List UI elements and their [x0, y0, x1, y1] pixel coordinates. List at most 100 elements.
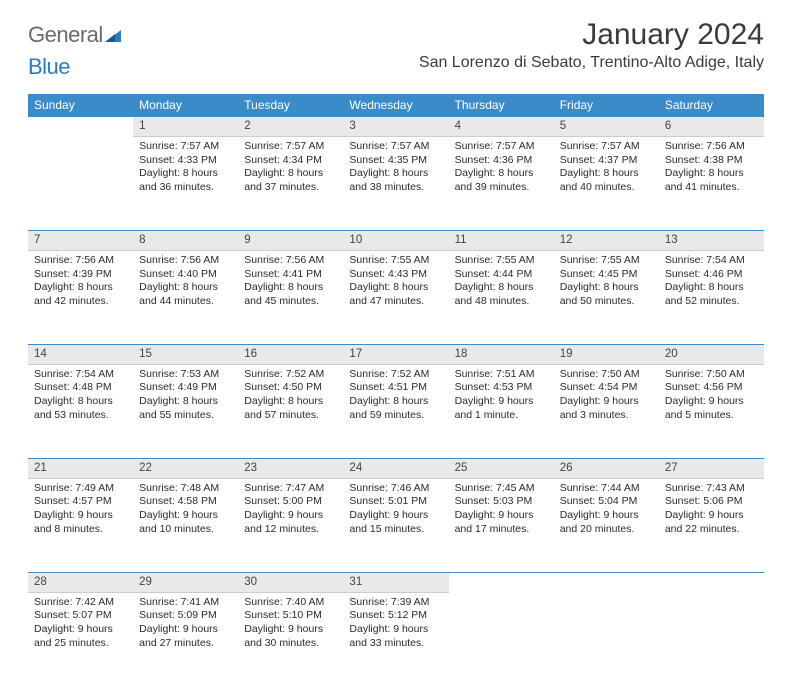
daylight-text: Daylight: 8 hours [455, 167, 548, 181]
day-cell: Sunrise: 7:56 AMSunset: 4:38 PMDaylight:… [659, 136, 764, 230]
sunset-text: Sunset: 4:53 PM [455, 381, 548, 395]
day-cell [554, 592, 659, 686]
sunrise-text: Sunrise: 7:57 AM [560, 140, 653, 154]
day-number: 5 [560, 120, 566, 132]
sunset-text: Sunset: 4:34 PM [244, 154, 337, 168]
daylight-text: Daylight: 9 hours [665, 509, 758, 523]
daylight-text: and 10 minutes. [139, 523, 232, 537]
day-cell: Sunrise: 7:57 AMSunset: 4:33 PMDaylight:… [133, 136, 238, 230]
sunrise-text: Sunrise: 7:56 AM [34, 254, 127, 268]
day-number-cell: 5 [554, 117, 659, 137]
daylight-text: and 15 minutes. [349, 523, 442, 537]
daylight-text: Daylight: 9 hours [349, 509, 442, 523]
weekday-header: Saturday [659, 94, 764, 117]
daylight-text: and 59 minutes. [349, 409, 442, 423]
weekday-header: Wednesday [343, 94, 448, 117]
day-cell: Sunrise: 7:56 AMSunset: 4:39 PMDaylight:… [28, 250, 133, 344]
day-number-cell: 16 [238, 344, 343, 364]
day-cell: Sunrise: 7:45 AMSunset: 5:03 PMDaylight:… [449, 478, 554, 572]
sunset-text: Sunset: 4:56 PM [665, 381, 758, 395]
day-number-cell: 11 [449, 230, 554, 250]
logo-part2: Blue [28, 54, 70, 79]
sunset-text: Sunset: 4:48 PM [34, 381, 127, 395]
day-number-cell [659, 572, 764, 592]
day-number: 7 [34, 234, 40, 246]
sunrise-text: Sunrise: 7:56 AM [665, 140, 758, 154]
sunrise-text: Sunrise: 7:39 AM [349, 596, 442, 610]
day-number-cell [554, 572, 659, 592]
day-number: 27 [665, 462, 678, 474]
day-body-row: Sunrise: 7:56 AMSunset: 4:39 PMDaylight:… [28, 250, 764, 344]
day-cell: Sunrise: 7:57 AMSunset: 4:34 PMDaylight:… [238, 136, 343, 230]
day-cell: Sunrise: 7:56 AMSunset: 4:41 PMDaylight:… [238, 250, 343, 344]
day-number: 16 [244, 348, 257, 360]
daylight-text: Daylight: 8 hours [139, 167, 232, 181]
sunset-text: Sunset: 4:45 PM [560, 268, 653, 282]
sunrise-text: Sunrise: 7:45 AM [455, 482, 548, 496]
daylight-text: and 25 minutes. [34, 637, 127, 651]
day-cell: Sunrise: 7:51 AMSunset: 4:53 PMDaylight:… [449, 364, 554, 458]
daylight-text: and 39 minutes. [455, 181, 548, 195]
sunrise-text: Sunrise: 7:57 AM [244, 140, 337, 154]
daylight-text: Daylight: 8 hours [244, 167, 337, 181]
sunset-text: Sunset: 4:51 PM [349, 381, 442, 395]
day-cell: Sunrise: 7:54 AMSunset: 4:46 PMDaylight:… [659, 250, 764, 344]
day-number: 17 [349, 348, 362, 360]
daylight-text: Daylight: 8 hours [349, 395, 442, 409]
sunrise-text: Sunrise: 7:51 AM [455, 368, 548, 382]
sunrise-text: Sunrise: 7:44 AM [560, 482, 653, 496]
day-number-cell: 14 [28, 344, 133, 364]
sunrise-text: Sunrise: 7:46 AM [349, 482, 442, 496]
day-cell: Sunrise: 7:55 AMSunset: 4:43 PMDaylight:… [343, 250, 448, 344]
day-cell: Sunrise: 7:42 AMSunset: 5:07 PMDaylight:… [28, 592, 133, 686]
sunset-text: Sunset: 5:03 PM [455, 495, 548, 509]
day-cell: Sunrise: 7:40 AMSunset: 5:10 PMDaylight:… [238, 592, 343, 686]
daylight-text: Daylight: 9 hours [34, 623, 127, 637]
daylight-text: and 36 minutes. [139, 181, 232, 195]
day-number: 25 [455, 462, 468, 474]
weekday-header: Thursday [449, 94, 554, 117]
day-cell: Sunrise: 7:44 AMSunset: 5:04 PMDaylight:… [554, 478, 659, 572]
day-number-cell: 13 [659, 230, 764, 250]
daylight-text: and 17 minutes. [455, 523, 548, 537]
sunset-text: Sunset: 5:00 PM [244, 495, 337, 509]
daylight-text: and 12 minutes. [244, 523, 337, 537]
day-number-cell: 19 [554, 344, 659, 364]
daylight-text: and 57 minutes. [244, 409, 337, 423]
daylight-text: Daylight: 8 hours [455, 281, 548, 295]
day-number-cell: 29 [133, 572, 238, 592]
day-cell: Sunrise: 7:52 AMSunset: 4:50 PMDaylight:… [238, 364, 343, 458]
daylight-text: and 47 minutes. [349, 295, 442, 309]
day-cell: Sunrise: 7:41 AMSunset: 5:09 PMDaylight:… [133, 592, 238, 686]
day-number-cell: 22 [133, 458, 238, 478]
sunset-text: Sunset: 4:41 PM [244, 268, 337, 282]
day-number: 6 [665, 120, 671, 132]
sunrise-text: Sunrise: 7:56 AM [139, 254, 232, 268]
day-number: 22 [139, 462, 152, 474]
logo-part1: General [28, 22, 103, 47]
day-number: 1 [139, 120, 145, 132]
logo-triangle-icon [105, 22, 121, 48]
daynum-row: 123456 [28, 117, 764, 137]
day-number-cell [28, 117, 133, 137]
header: GeneralBlue January 2024 San Lorenzo di … [0, 0, 792, 88]
day-number: 3 [349, 120, 355, 132]
sunset-text: Sunset: 4:44 PM [455, 268, 548, 282]
day-number: 21 [34, 462, 47, 474]
sunset-text: Sunset: 4:35 PM [349, 154, 442, 168]
daylight-text: and 48 minutes. [455, 295, 548, 309]
sunset-text: Sunset: 4:57 PM [34, 495, 127, 509]
daylight-text: Daylight: 8 hours [560, 281, 653, 295]
sunrise-text: Sunrise: 7:42 AM [34, 596, 127, 610]
sunrise-text: Sunrise: 7:48 AM [139, 482, 232, 496]
daylight-text: Daylight: 8 hours [244, 281, 337, 295]
sunrise-text: Sunrise: 7:55 AM [560, 254, 653, 268]
sunset-text: Sunset: 4:54 PM [560, 381, 653, 395]
daylight-text: and 38 minutes. [349, 181, 442, 195]
daylight-text: Daylight: 9 hours [139, 623, 232, 637]
daylight-text: Daylight: 8 hours [349, 167, 442, 181]
day-cell: Sunrise: 7:50 AMSunset: 4:54 PMDaylight:… [554, 364, 659, 458]
day-number-cell: 1 [133, 117, 238, 137]
day-number-cell: 31 [343, 572, 448, 592]
sunset-text: Sunset: 5:04 PM [560, 495, 653, 509]
